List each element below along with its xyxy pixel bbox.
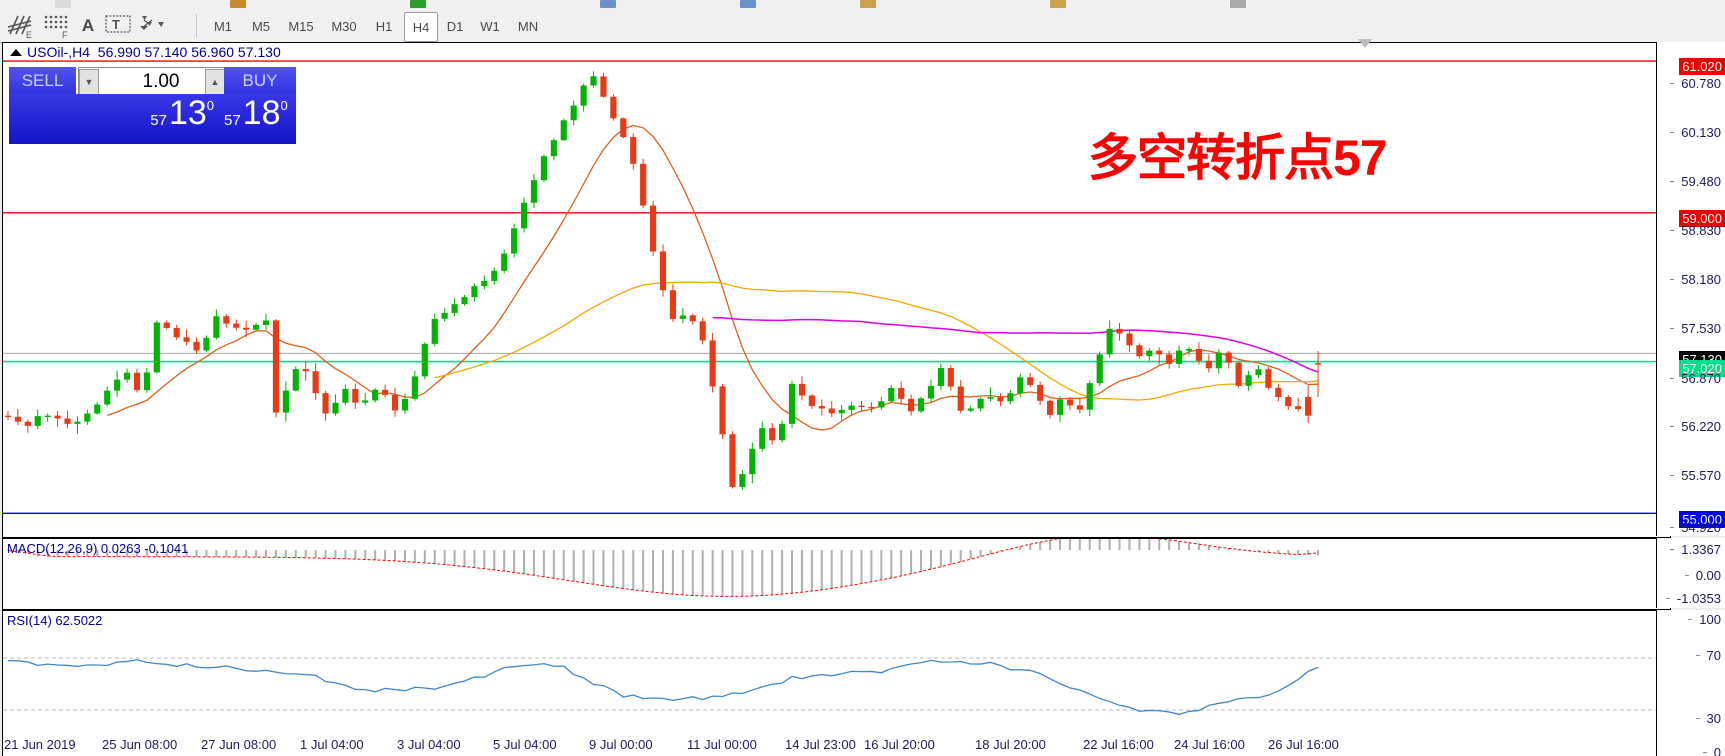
svg-text:E: E [26, 30, 32, 40]
svg-text:T: T [112, 17, 120, 32]
svg-text:F: F [62, 30, 68, 40]
